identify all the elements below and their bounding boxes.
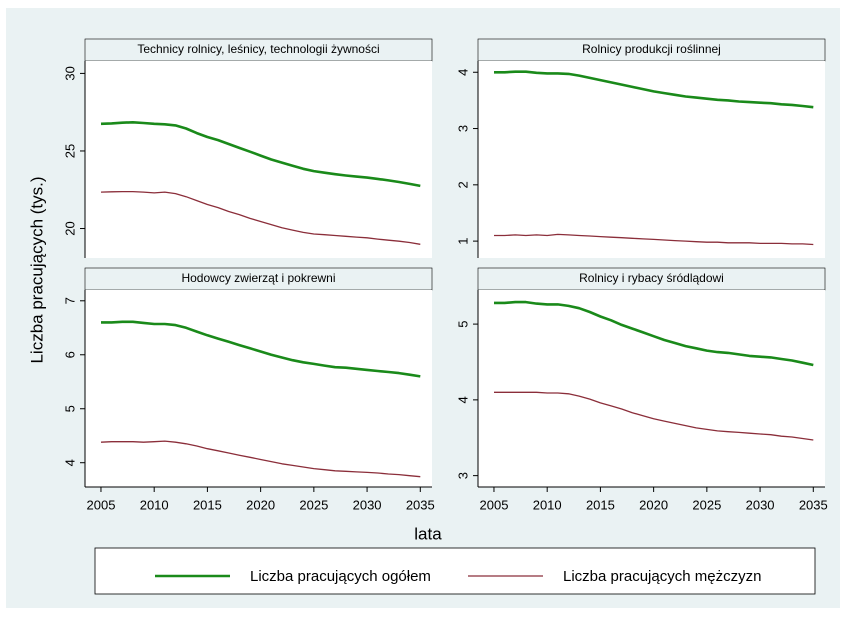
y-tick-label: 5 (62, 405, 77, 412)
plot-area (478, 290, 825, 487)
series-line (100, 121, 421, 188)
x-tick-label: 2015 (586, 497, 615, 512)
x-axis-label: lata (414, 524, 442, 543)
x-tick-label: 2030 (353, 497, 382, 512)
series-line (100, 190, 421, 245)
x-tick-label: 2030 (746, 497, 775, 512)
series-line (494, 300, 814, 367)
x-tick-label: 2015 (193, 497, 222, 512)
panel-title: Hodowcy zwierząt i pokrewni (181, 271, 335, 285)
y-tick-label: 3 (455, 472, 470, 479)
x-tick-label: 2020 (246, 497, 275, 512)
panel-title: Rolnicy i rybacy śródlądowi (579, 271, 724, 285)
panel-title: Rolnicy produkcji roślinnej (582, 42, 721, 56)
y-tick-label: 3 (455, 125, 470, 132)
x-tick-label: 2010 (533, 497, 562, 512)
x-tick-label: 2025 (692, 497, 721, 512)
y-tick-label: 20 (62, 221, 77, 235)
x-tick-label: 2020 (639, 497, 668, 512)
y-tick-label: 7 (62, 297, 77, 304)
x-tick-label: 2035 (406, 497, 435, 512)
y-tick-label: 1 (455, 237, 470, 244)
series-line (100, 440, 421, 478)
series-line (494, 70, 814, 109)
y-tick-label: 25 (62, 144, 77, 158)
y-tick-label: 6 (62, 351, 77, 358)
y-tick-label: 4 (455, 69, 470, 76)
y-tick-label: 4 (455, 396, 470, 403)
y-axis-label: Liczba pracujących (tys.) (27, 176, 46, 363)
series-line (494, 391, 814, 441)
legend-box (94, 547, 816, 595)
plot-area (85, 61, 432, 258)
x-tick-label: 2010 (140, 497, 169, 512)
panel-title: Technicy rolnicy, leśnicy, technologii ż… (137, 42, 379, 56)
plot-area (85, 290, 432, 487)
plot-area (478, 61, 825, 258)
series-line (101, 320, 421, 378)
x-tick-label: 2035 (799, 497, 828, 512)
y-tick-label: 5 (455, 320, 470, 327)
legend-label: Liczba pracujących mężczyzn (563, 568, 761, 585)
x-tick-label: 2025 (299, 497, 328, 512)
series-line (494, 233, 814, 246)
legend-label: Liczba pracujących ogółem (250, 568, 431, 585)
y-tick-label: 4 (62, 459, 77, 466)
y-tick-label: 30 (62, 66, 77, 80)
x-tick-label: 2005 (87, 497, 116, 512)
y-tick-label: 2 (455, 181, 470, 188)
x-tick-label: 2005 (480, 497, 509, 512)
